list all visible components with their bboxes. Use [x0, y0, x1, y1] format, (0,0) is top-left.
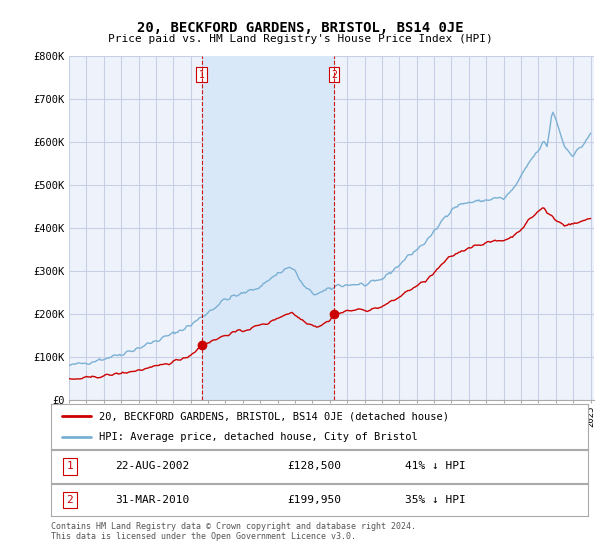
Text: HPI: Average price, detached house, City of Bristol: HPI: Average price, detached house, City…	[100, 432, 418, 442]
Text: £128,500: £128,500	[287, 461, 341, 472]
Text: 2: 2	[331, 70, 337, 80]
Text: 35% ↓ HPI: 35% ↓ HPI	[406, 495, 466, 505]
Text: 22-AUG-2002: 22-AUG-2002	[115, 461, 190, 472]
Text: 1: 1	[199, 70, 205, 80]
Text: 2: 2	[67, 495, 73, 505]
Text: £199,950: £199,950	[287, 495, 341, 505]
Text: 41% ↓ HPI: 41% ↓ HPI	[406, 461, 466, 472]
Text: Price paid vs. HM Land Registry's House Price Index (HPI): Price paid vs. HM Land Registry's House …	[107, 34, 493, 44]
Text: 31-MAR-2010: 31-MAR-2010	[115, 495, 190, 505]
Text: 20, BECKFORD GARDENS, BRISTOL, BS14 0JE: 20, BECKFORD GARDENS, BRISTOL, BS14 0JE	[137, 21, 463, 35]
Text: Contains HM Land Registry data © Crown copyright and database right 2024.
This d: Contains HM Land Registry data © Crown c…	[51, 522, 416, 542]
Text: 1: 1	[67, 461, 73, 472]
Text: 20, BECKFORD GARDENS, BRISTOL, BS14 0JE (detached house): 20, BECKFORD GARDENS, BRISTOL, BS14 0JE …	[100, 412, 449, 422]
Bar	[202, 56, 334, 400]
